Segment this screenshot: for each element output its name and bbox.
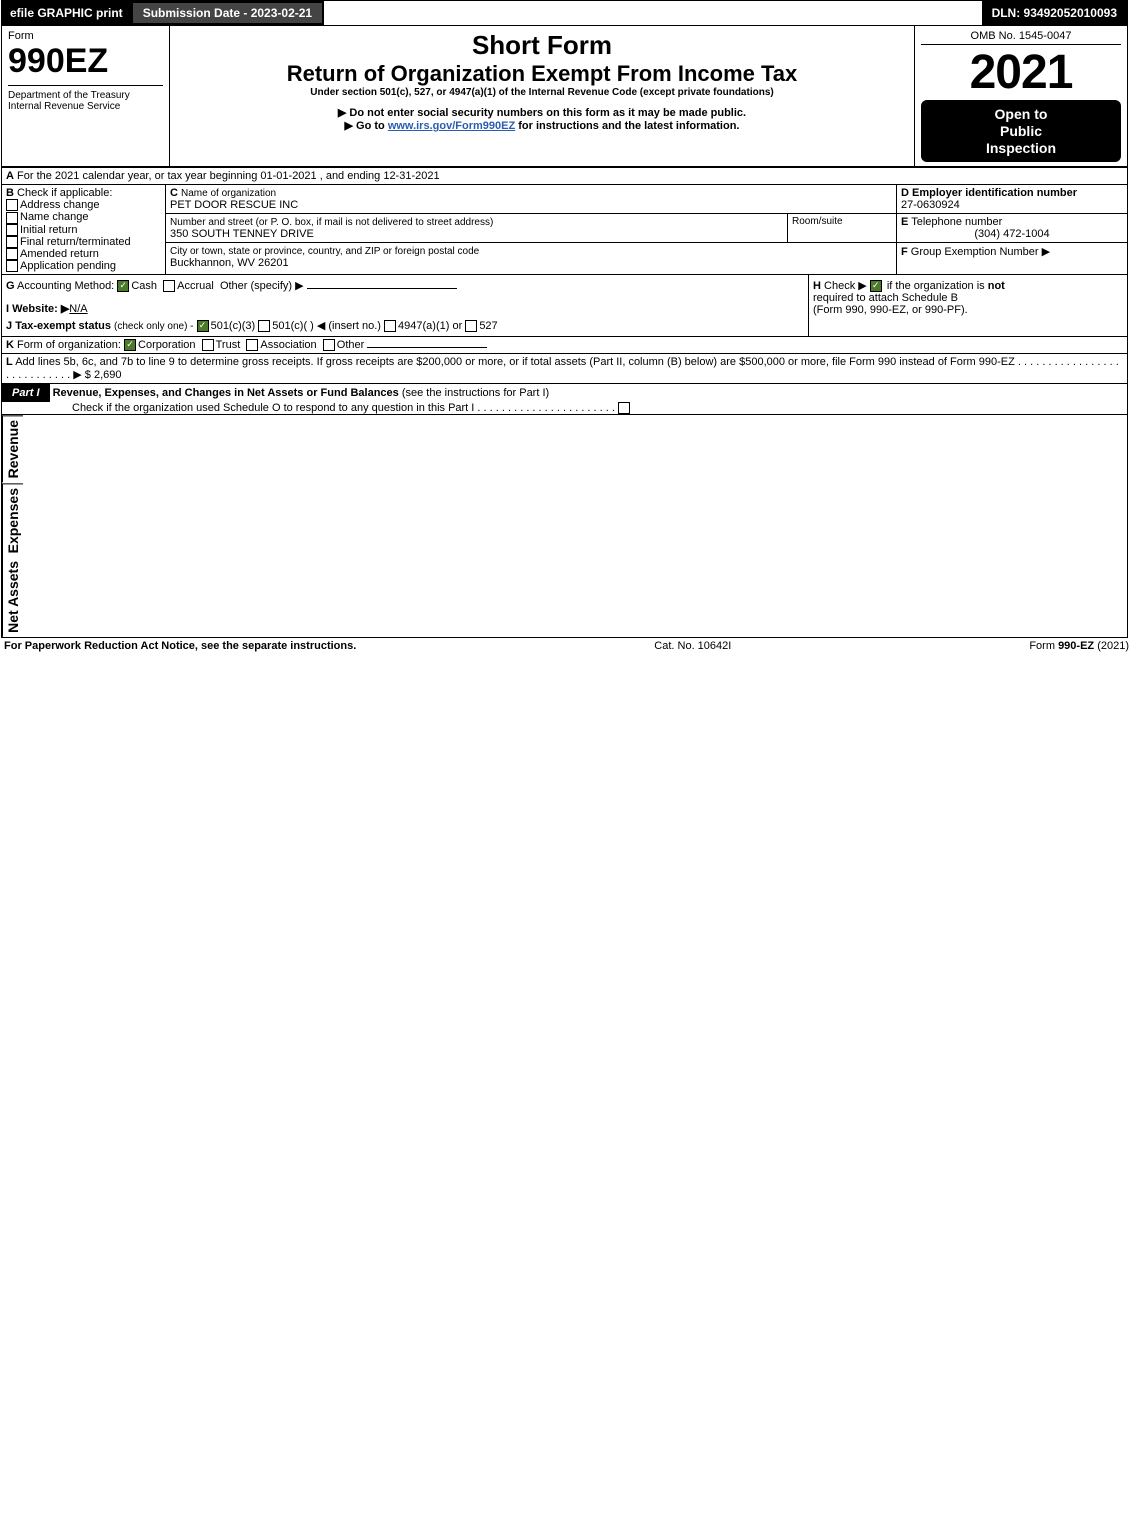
irs-link[interactable]: www.irs.gov/Form990EZ — [388, 120, 515, 132]
chk-accrual[interactable] — [163, 280, 175, 292]
expenses-label: Expenses — [2, 483, 23, 557]
chk-trust[interactable] — [202, 339, 214, 351]
ssn-warning: ▶ Do not enter social security numbers o… — [176, 106, 908, 119]
chk-initial-return[interactable] — [6, 224, 18, 236]
form-container: efile GRAPHIC print Submission Date - 20… — [1, 0, 1128, 638]
part1-check-line: Check if the organization used Schedule … — [2, 402, 474, 414]
chk-cash[interactable] — [117, 280, 129, 292]
part1-heading: Revenue, Expenses, and Changes in Net As… — [53, 387, 399, 399]
city-label: City or town, state or province, country… — [170, 246, 479, 257]
tax-year: 2021 — [921, 45, 1121, 100]
chk-527[interactable] — [465, 320, 477, 332]
open-public: Open to Public Inspection — [921, 100, 1121, 162]
chk-4947[interactable] — [384, 320, 396, 332]
line-a: For the 2021 calendar year, or tax year … — [17, 170, 440, 182]
dept-line1: Department of the Treasury — [8, 90, 130, 101]
other-specify-input[interactable] — [307, 288, 457, 289]
form-word: Form — [8, 30, 163, 42]
gross-receipts: 2,690 — [94, 369, 122, 381]
omb-number: OMB No. 1545-0047 — [921, 30, 1121, 45]
ein-value: 27-0630924 — [901, 199, 960, 211]
room-suite-label: Room/suite — [787, 214, 896, 242]
submission-date: Submission Date - 2023-02-21 — [131, 1, 324, 25]
revenue-label: Revenue — [2, 415, 23, 482]
chk-final-return[interactable] — [6, 236, 18, 248]
chk-pending[interactable] — [6, 260, 18, 272]
chk-501c[interactable] — [258, 320, 270, 332]
chk-schedule-o[interactable] — [618, 402, 630, 414]
chk-corporation[interactable] — [124, 339, 136, 351]
dept-line2: Internal Revenue Service — [8, 101, 120, 112]
group-exemption-label: Group Exemption Number — [911, 246, 1039, 258]
under-section: Under section 501(c), 527, or 4947(a)(1)… — [176, 87, 908, 98]
dln: DLN: 93492052010093 — [982, 1, 1127, 25]
form-title: Short Form — [176, 30, 908, 61]
website-value: N/A — [69, 303, 87, 315]
addr-label: Number and street (or P. O. box, if mail… — [170, 217, 493, 228]
phone-label: Telephone number — [911, 216, 1002, 228]
goto-line: ▶ Go to www.irs.gov/Form990EZ for instru… — [176, 119, 908, 132]
topbar: efile GRAPHIC print Submission Date - 20… — [2, 1, 1127, 26]
footer-right: Form 990-EZ (2021) — [1029, 640, 1129, 652]
chk-other-org[interactable] — [323, 339, 335, 351]
chk-amended[interactable] — [6, 248, 18, 260]
netassets-label: Net Assets — [2, 557, 23, 637]
footer-left: For Paperwork Reduction Act Notice, see … — [4, 640, 356, 652]
chk-association[interactable] — [246, 339, 258, 351]
form-subtitle: Return of Organization Exempt From Incom… — [176, 61, 908, 87]
form-number: 990EZ — [8, 42, 163, 81]
efile-label: efile GRAPHIC print — [2, 1, 131, 25]
street-address: 350 SOUTH TENNEY DRIVE — [170, 228, 314, 240]
chk-address-change[interactable] — [6, 199, 18, 211]
city-state-zip: Buckhannon, WV 26201 — [170, 257, 289, 269]
accounting-label: Accounting Method: — [17, 280, 114, 292]
org-name: PET DOOR RESCUE INC — [170, 199, 298, 211]
line-l-text: Add lines 5b, 6c, and 7b to line 9 to de… — [15, 356, 1015, 368]
c-label: Name of organization — [181, 188, 276, 199]
phone-value: (304) 472-1004 — [901, 228, 1123, 240]
chk-schedule-b[interactable] — [870, 280, 882, 292]
part1-label: Part I — [2, 384, 50, 402]
footer-cat: Cat. No. 10642I — [654, 640, 731, 652]
ein-label: Employer identification number — [912, 187, 1077, 199]
k-label: Form of organization: — [17, 339, 121, 351]
chk-501c3[interactable] — [197, 320, 209, 332]
form-header: Form 990EZ Department of the Treasury In… — [2, 26, 1127, 168]
b-label: Check if applicable: — [17, 187, 112, 199]
chk-name-change[interactable] — [6, 212, 18, 224]
